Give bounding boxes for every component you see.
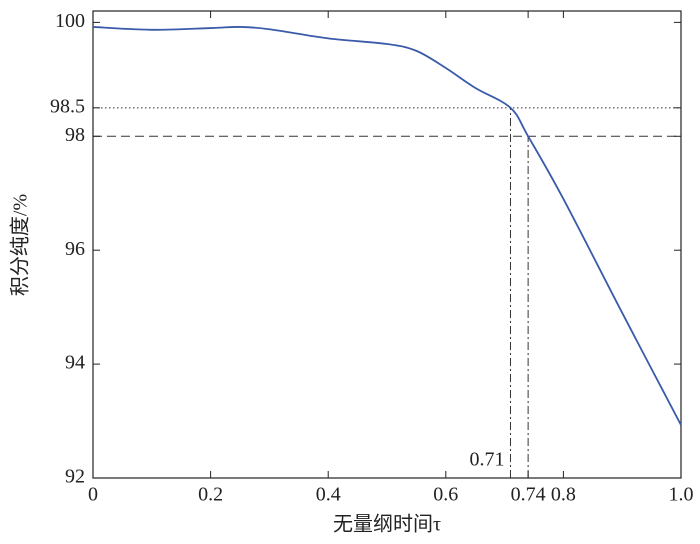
y-tick-label: 96 — [65, 238, 85, 260]
x-tick-label: 0.4 — [316, 484, 341, 506]
y-tick-label: 98.5 — [50, 95, 85, 117]
x-axis-label: 无量纲时间τ — [333, 513, 441, 536]
x-tick-label: 0.74 — [511, 484, 546, 506]
y-tick-label: 100 — [55, 10, 85, 32]
y-tick-label: 98 — [65, 124, 85, 146]
x-tick-label: 0.2 — [198, 484, 223, 506]
y-tick-label: 94 — [65, 352, 85, 374]
line-series — [92, 26, 682, 426]
x-tick-label: 0 — [88, 484, 98, 506]
y-tick-label: 92 — [65, 466, 85, 488]
x-tick-label: 1.0 — [669, 484, 694, 506]
x-tick-label: 0.6 — [433, 484, 458, 506]
plot-frame — [92, 10, 682, 479]
annotation: 0.71 — [469, 449, 504, 471]
x-tick-label: 0.8 — [551, 484, 576, 506]
y-axis-label: 积分纯度/% — [9, 194, 32, 296]
